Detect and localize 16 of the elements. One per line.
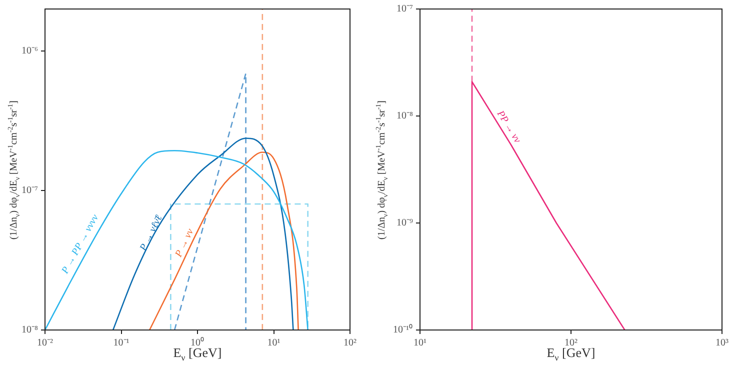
x-tick-label: 10⁻²: [37, 338, 53, 349]
y-tick-label: 10⁻⁷: [22, 185, 38, 196]
y-tick-label: 10⁻⁸: [22, 324, 38, 336]
x-tick-label: 10¹: [414, 338, 426, 349]
y-tick-label: 10⁻⁶: [22, 46, 38, 57]
annotation: P → PP → νννν: [59, 212, 102, 277]
annotation: P → νν: [172, 226, 196, 260]
x-tick-label: 10¹: [267, 338, 280, 349]
x-tick-label: 10³: [716, 338, 728, 349]
x-tick-label: 10²: [344, 338, 356, 349]
y-tick-label: 10⁻⁷: [396, 4, 414, 15]
y-tick-label: 10⁻⁸: [396, 110, 414, 122]
y-tick-label: 10⁻¹⁰: [393, 324, 413, 336]
y-tick-label: 10⁻⁹: [396, 218, 414, 229]
x-tick-label: 10⁻¹: [113, 338, 130, 349]
annotation: PP → νν: [494, 108, 523, 146]
